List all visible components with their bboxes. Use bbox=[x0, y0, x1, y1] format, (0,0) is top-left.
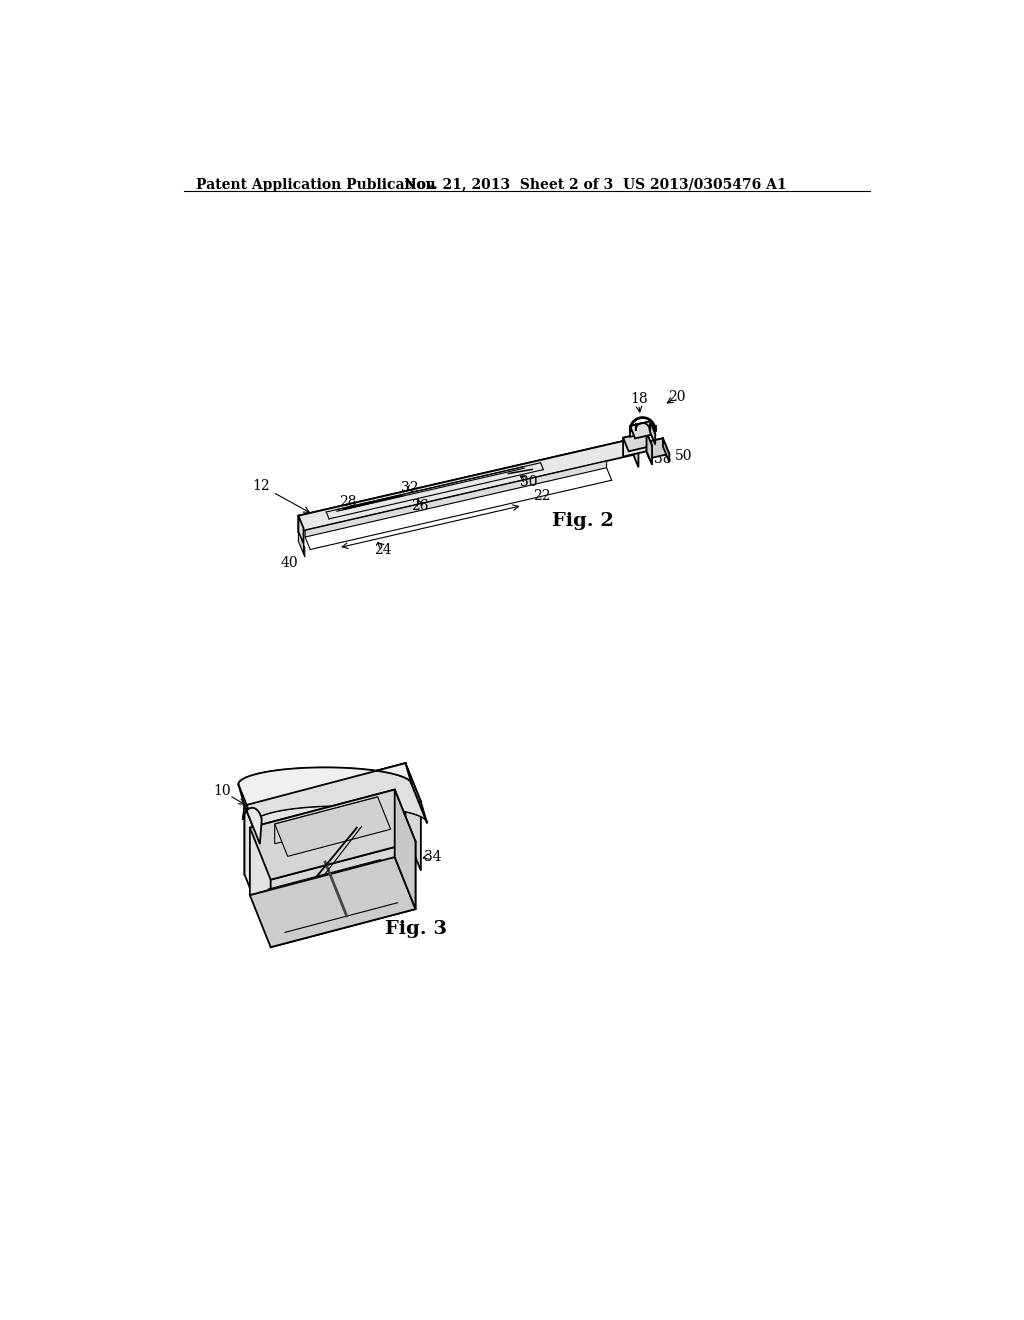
Polygon shape bbox=[624, 433, 646, 457]
Text: 18: 18 bbox=[630, 392, 647, 407]
Text: 34: 34 bbox=[424, 850, 441, 863]
Polygon shape bbox=[650, 421, 655, 445]
Text: 30: 30 bbox=[520, 475, 538, 490]
Polygon shape bbox=[624, 433, 652, 451]
Text: 32: 32 bbox=[401, 480, 419, 495]
Text: 40: 40 bbox=[281, 556, 298, 570]
Text: 24: 24 bbox=[374, 543, 391, 557]
Polygon shape bbox=[245, 763, 421, 843]
Polygon shape bbox=[394, 789, 416, 909]
Text: 38: 38 bbox=[654, 451, 672, 466]
Polygon shape bbox=[298, 516, 303, 544]
Polygon shape bbox=[239, 767, 427, 822]
Polygon shape bbox=[243, 805, 262, 843]
Polygon shape bbox=[634, 438, 638, 467]
Text: 10: 10 bbox=[213, 784, 230, 797]
Text: 26: 26 bbox=[412, 499, 429, 513]
Text: Nov. 21, 2013  Sheet 2 of 3: Nov. 21, 2013 Sheet 2 of 3 bbox=[403, 178, 613, 191]
Text: 50: 50 bbox=[675, 449, 692, 462]
Polygon shape bbox=[245, 805, 260, 913]
Polygon shape bbox=[303, 544, 305, 557]
Text: 36: 36 bbox=[283, 925, 300, 939]
Polygon shape bbox=[270, 842, 416, 948]
Polygon shape bbox=[663, 438, 670, 462]
Polygon shape bbox=[250, 857, 416, 948]
Polygon shape bbox=[250, 789, 416, 879]
Text: Fig. 3: Fig. 3 bbox=[385, 920, 446, 939]
Polygon shape bbox=[646, 433, 652, 465]
Polygon shape bbox=[274, 797, 390, 857]
Text: US 2013/0305476 A1: US 2013/0305476 A1 bbox=[624, 178, 787, 191]
Polygon shape bbox=[250, 789, 394, 895]
Polygon shape bbox=[298, 438, 638, 528]
Polygon shape bbox=[406, 763, 421, 871]
Polygon shape bbox=[298, 532, 303, 554]
Text: 48: 48 bbox=[333, 895, 351, 909]
Polygon shape bbox=[630, 421, 655, 438]
Polygon shape bbox=[305, 461, 606, 537]
Polygon shape bbox=[630, 421, 650, 437]
Polygon shape bbox=[239, 763, 412, 805]
Polygon shape bbox=[254, 801, 427, 843]
Polygon shape bbox=[245, 763, 406, 875]
Polygon shape bbox=[643, 438, 663, 451]
Text: 22: 22 bbox=[532, 490, 551, 503]
Polygon shape bbox=[643, 438, 670, 458]
Text: 12: 12 bbox=[253, 479, 309, 512]
Text: 28: 28 bbox=[339, 495, 356, 508]
Polygon shape bbox=[274, 797, 378, 843]
Text: 42: 42 bbox=[365, 832, 383, 846]
Text: Patent Application Publication: Patent Application Publication bbox=[196, 178, 435, 191]
Text: Fig. 2: Fig. 2 bbox=[552, 512, 614, 531]
Text: 20: 20 bbox=[668, 389, 686, 404]
Polygon shape bbox=[298, 438, 634, 532]
